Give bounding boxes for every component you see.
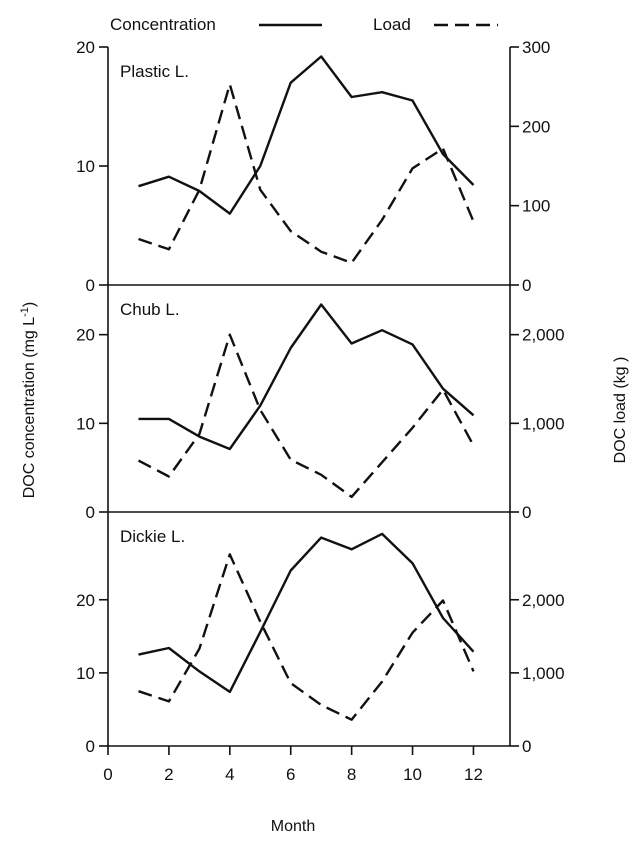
legend-load-label: Load bbox=[373, 15, 411, 34]
left-tick-label: 10 bbox=[76, 414, 95, 433]
concentration-series-line bbox=[138, 532, 475, 694]
concentration-series-line bbox=[138, 55, 475, 215]
right-tick-label: 200 bbox=[522, 117, 550, 136]
panel-title: Chub L. bbox=[120, 300, 180, 319]
left-tick-label: 20 bbox=[76, 591, 95, 610]
load-series-line bbox=[138, 83, 475, 264]
load-series-line bbox=[137, 333, 475, 499]
x-tick-label: 6 bbox=[286, 765, 295, 784]
left-tick-label: 10 bbox=[76, 157, 95, 176]
left-tick-label: 0 bbox=[86, 276, 95, 295]
right-tick-label: 0 bbox=[522, 503, 531, 522]
y-axis-right-title: DOC load (kg ) bbox=[612, 357, 629, 464]
x-tick-label: 10 bbox=[403, 765, 422, 784]
right-tick-label: 1,000 bbox=[522, 664, 565, 683]
left-tick-label: 0 bbox=[86, 503, 95, 522]
y-axis-left-title-superscript: -1 bbox=[19, 307, 31, 317]
panel-title: Dickie L. bbox=[120, 527, 185, 546]
legend: Concentration Load bbox=[110, 15, 498, 34]
left-tick-label: 0 bbox=[86, 737, 95, 756]
panel-chub-lake: Chub L. 0 10 20 0 1,000 2,000 bbox=[76, 285, 565, 522]
y-axis-left-title-main: DOC concentration (mg L bbox=[21, 317, 38, 499]
legend-concentration-label: Concentration bbox=[110, 15, 216, 34]
right-tick-label: 2,000 bbox=[522, 591, 565, 610]
right-tick-label: 100 bbox=[522, 197, 550, 216]
x-axis-title: Month bbox=[271, 818, 315, 835]
load-series-line bbox=[138, 553, 475, 721]
panel-dickie-lake: Dickie L. 0 10 20 0 1,000 2,000 bbox=[76, 512, 565, 756]
right-tick-label: 1,000 bbox=[522, 414, 565, 433]
x-tick-label: 2 bbox=[164, 765, 173, 784]
left-tick-label: 10 bbox=[76, 664, 95, 683]
right-tick-label: 2,000 bbox=[522, 326, 565, 345]
x-tick-label: 4 bbox=[225, 765, 234, 784]
left-tick-label: 20 bbox=[76, 38, 95, 57]
right-tick-label: 0 bbox=[522, 276, 531, 295]
right-tick-label: 300 bbox=[522, 38, 550, 57]
concentration-series-line bbox=[138, 303, 475, 451]
right-tick-label: 0 bbox=[522, 737, 531, 756]
x-tick-label: 8 bbox=[347, 765, 356, 784]
y-axis-left-title: DOC concentration (mg L-1) bbox=[19, 302, 38, 499]
x-tick-label: 12 bbox=[464, 765, 483, 784]
panel-title: Plastic L. bbox=[120, 62, 189, 81]
y-axis-left-title-end: ) bbox=[21, 302, 38, 307]
x-axis: 0 2 4 6 8 10 12 bbox=[103, 746, 483, 784]
left-tick-label: 20 bbox=[76, 326, 95, 345]
x-tick-label: 0 bbox=[103, 765, 112, 784]
